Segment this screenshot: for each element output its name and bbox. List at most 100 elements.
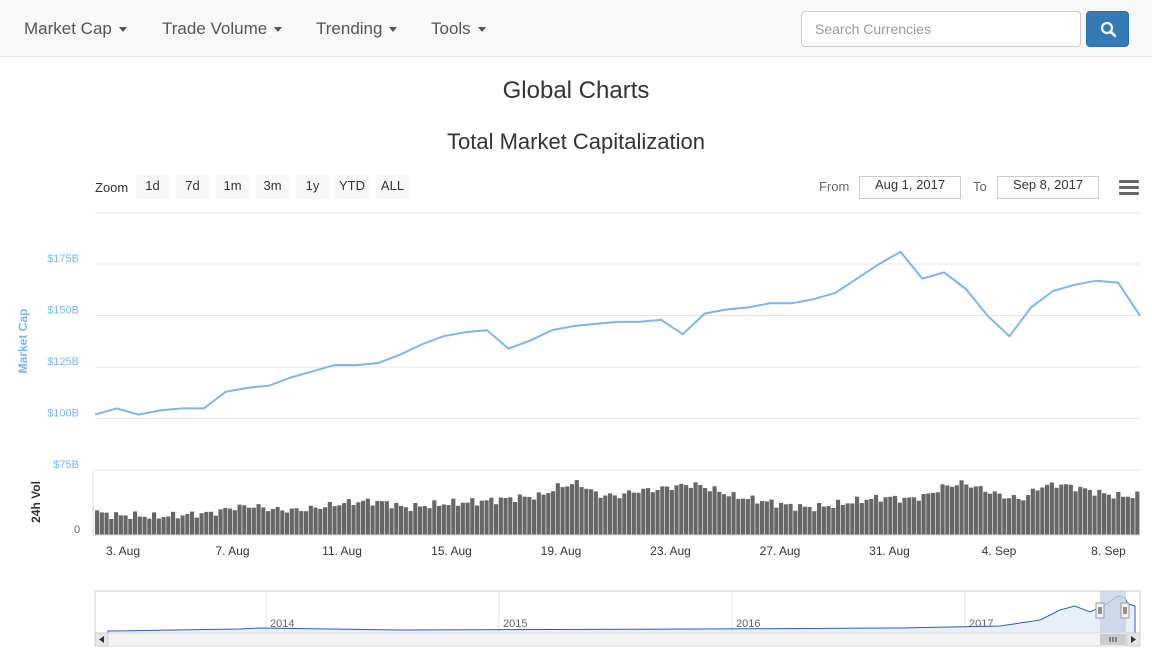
volume-bar <box>133 511 138 535</box>
volume-bar <box>380 501 385 535</box>
volume-bar <box>603 495 608 535</box>
scroll-right-button[interactable] <box>1126 632 1141 647</box>
x-tick-label: 8. Sep <box>1091 544 1126 558</box>
zoom-label: Zoom <box>95 180 129 195</box>
volume-bar <box>384 501 389 535</box>
volume-bar <box>555 483 560 535</box>
zoom-all-button[interactable]: ALL <box>376 175 409 199</box>
search-input[interactable] <box>801 11 1081 47</box>
volume-bar <box>836 499 841 535</box>
volume-bar <box>332 506 337 535</box>
hamburger-menu-icon[interactable] <box>1119 180 1139 196</box>
volume-bar <box>1087 489 1092 535</box>
volume-bar <box>669 490 674 535</box>
volume-bar <box>1007 498 1012 535</box>
volume-bar <box>855 496 860 535</box>
volume-bar <box>574 480 579 535</box>
to-date-input[interactable]: Sep 8, 2017 <box>997 176 1099 199</box>
volume-bar <box>1026 495 1031 535</box>
volume-bar <box>389 508 394 535</box>
navigator-selection[interactable] <box>1100 591 1126 633</box>
search-button[interactable] <box>1086 11 1129 47</box>
volume-bar <box>1035 490 1040 535</box>
top-navbar: Market Cap Trade Volume Trending Tools <box>0 0 1152 57</box>
volume-bar <box>171 511 176 535</box>
volume-bar <box>327 502 332 535</box>
volume-bar <box>674 485 679 535</box>
volume-bar <box>897 502 902 535</box>
nav-trade-volume-label: Trade Volume <box>162 19 268 38</box>
volume-bar <box>997 493 1002 535</box>
volume-bar <box>598 497 603 535</box>
volume-bar <box>517 494 522 535</box>
volume-bar <box>451 498 456 535</box>
volume-bar <box>584 488 589 535</box>
volume-bar <box>527 497 532 535</box>
caret-down-icon <box>389 27 398 33</box>
volume-bar <box>888 496 893 535</box>
navigator-left-handle[interactable] <box>1095 602 1105 619</box>
volume-bar <box>655 490 660 535</box>
volume-bar <box>931 492 936 535</box>
volume-bar <box>788 503 793 535</box>
volume-bar <box>289 508 294 535</box>
volume-bar <box>479 500 484 535</box>
nav-tools-label: Tools <box>431 19 471 38</box>
volume-bar <box>688 487 693 535</box>
nav-trending-dropdown[interactable]: Trending <box>316 0 398 57</box>
volume-bar <box>342 503 347 535</box>
volume-bar <box>228 508 233 535</box>
volume-bar <box>361 500 366 535</box>
volume-bar <box>1064 484 1069 535</box>
volume-bar <box>679 483 684 535</box>
navigator-year-label: 2017 <box>969 618 993 630</box>
navigator-scrollbar[interactable] <box>94 632 1141 647</box>
volume-bar <box>365 498 370 535</box>
volume-bar <box>484 500 489 535</box>
navigator-year-label: 2016 <box>736 618 760 630</box>
scroll-left-button[interactable] <box>94 632 109 647</box>
scrollbar-thumb[interactable] <box>1100 634 1126 645</box>
volume-bar <box>964 484 969 535</box>
volume-bar <box>304 511 309 535</box>
x-tick-label: 3. Aug <box>106 544 140 558</box>
volume-bar <box>608 493 613 535</box>
nav-market-cap-label: Market Cap <box>24 19 112 38</box>
zoom-3m-button[interactable]: 3m <box>256 175 289 199</box>
to-label: To <box>973 179 987 194</box>
x-tick-label: 4. Sep <box>982 544 1017 558</box>
volume-bar <box>684 485 689 535</box>
zoom-1d-button[interactable]: 1d <box>136 175 169 199</box>
volume-bar <box>166 516 171 535</box>
volume-bar <box>218 509 223 535</box>
search-icon <box>1100 21 1117 38</box>
volume-bar <box>726 496 731 535</box>
volume-bar <box>432 500 437 535</box>
volume-bar <box>123 515 128 535</box>
nav-trade-volume-dropdown[interactable]: Trade Volume <box>162 0 283 57</box>
volume-bar <box>508 497 513 535</box>
nav-tools-dropdown[interactable]: Tools <box>431 0 486 57</box>
volume-bar <box>261 507 266 535</box>
navigator-frame <box>94 590 1141 634</box>
arrow-right-icon <box>1131 636 1136 643</box>
zoom-7d-button[interactable]: 7d <box>176 175 209 199</box>
volume-bar <box>294 508 299 535</box>
volume-bar <box>807 507 812 535</box>
volume-bar <box>346 499 351 535</box>
from-date-input[interactable]: Aug 1, 2017 <box>859 176 961 199</box>
navigator-right-handle[interactable] <box>1120 602 1130 619</box>
volume-bar <box>323 507 328 535</box>
volume-bar <box>299 511 304 535</box>
volume-bar <box>1130 498 1135 535</box>
zoom-1m-button[interactable]: 1m <box>216 175 249 199</box>
volume-bar <box>460 502 465 535</box>
zoom-1y-button[interactable]: 1y <box>296 175 329 199</box>
volume-bar <box>1078 486 1083 535</box>
zoom-ytd-button[interactable]: YTD <box>335 175 369 199</box>
nav-market-cap-dropdown[interactable]: Market Cap <box>24 0 127 57</box>
volume-bar <box>185 514 190 535</box>
volume-bar <box>902 497 907 535</box>
volume-bar <box>422 506 427 535</box>
volume-bar <box>175 518 180 535</box>
